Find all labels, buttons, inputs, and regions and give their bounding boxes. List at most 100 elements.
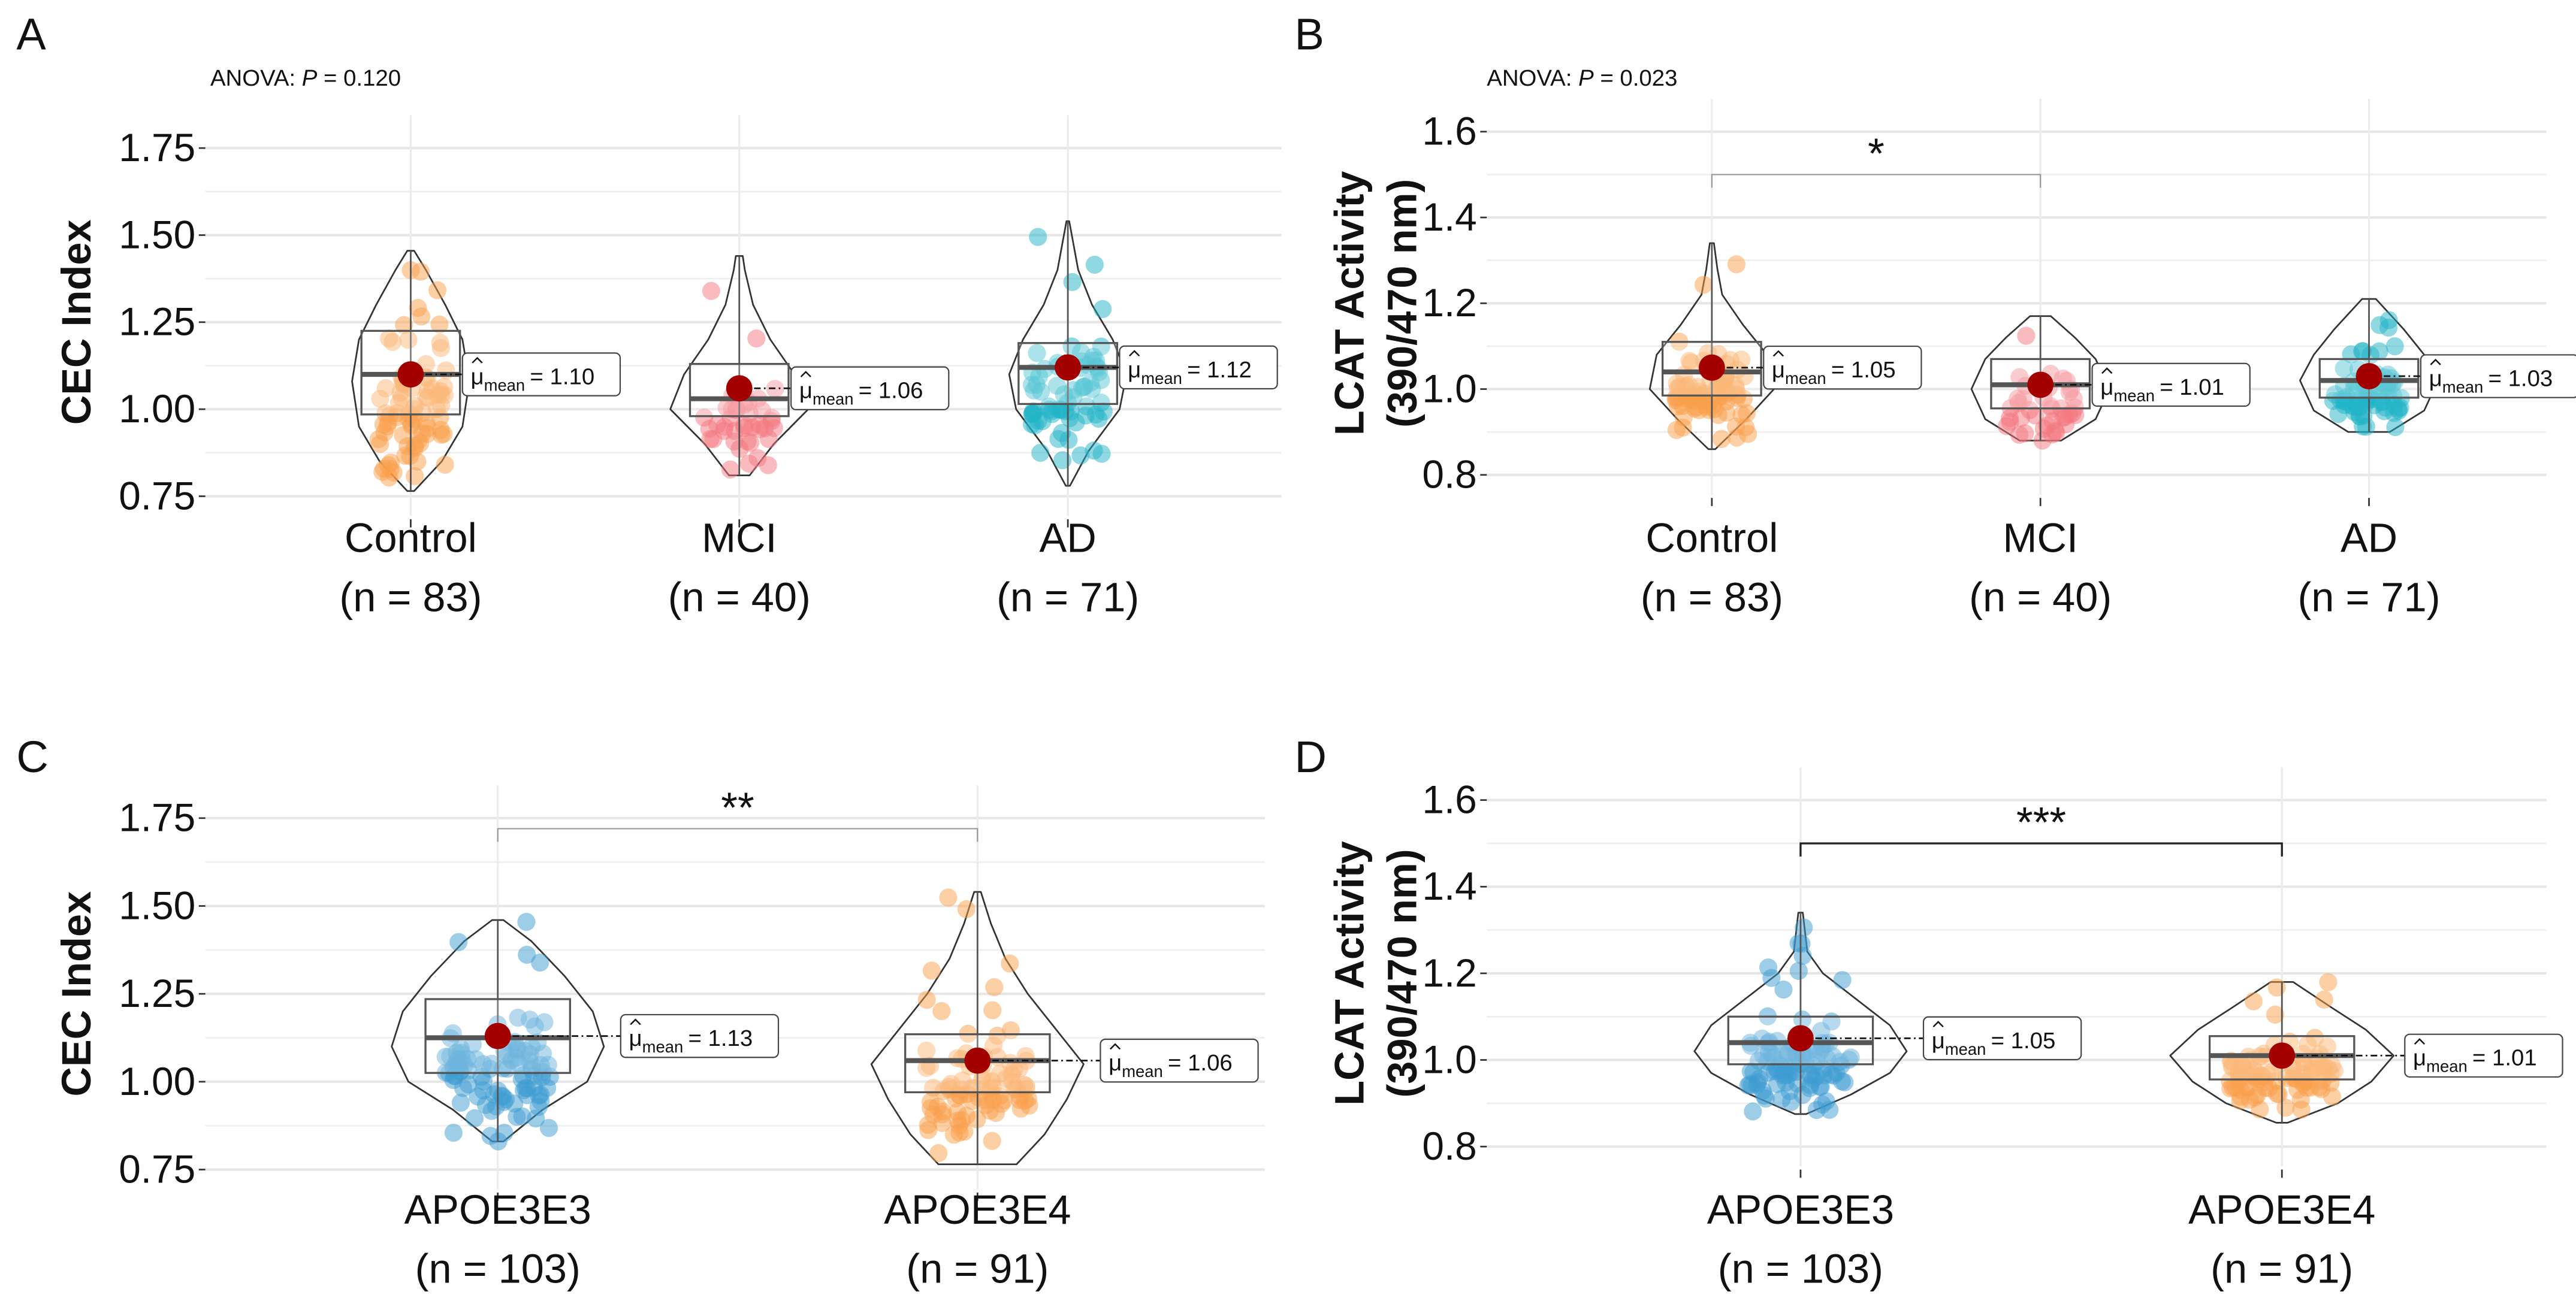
mean-label-box: [461, 352, 621, 397]
data-point: [1765, 1062, 1784, 1081]
data-point: [759, 456, 777, 474]
data-point: [408, 452, 427, 471]
mean-value: = 1.06: [1168, 1050, 1233, 1076]
data-point: [2056, 415, 2075, 434]
data-point: [1025, 403, 1043, 422]
data-point: [2390, 401, 2408, 420]
data-point: [1053, 451, 1072, 470]
x-tick-label: AD: [2341, 515, 2397, 561]
mean-value: = 1.01: [2472, 1045, 2537, 1071]
data-point: [535, 1013, 554, 1031]
data-point: [1741, 1075, 1759, 1093]
data-point: [2296, 1072, 2315, 1091]
violin: [1693, 912, 1908, 1115]
data-point: [1789, 961, 1808, 981]
data-point: [428, 281, 447, 299]
group-ad: μmean = 1.03 AD (n = 71): [2297, 298, 2576, 620]
data-point: [374, 415, 392, 434]
mean-symbol: μ: [1128, 357, 1141, 383]
data-point: [1089, 409, 1108, 428]
data-point: [957, 900, 976, 918]
data-point: [527, 1109, 545, 1128]
data-point: [517, 912, 536, 931]
y-tick-label: 1.25: [119, 299, 195, 344]
y-tick-label: 0.75: [119, 473, 195, 518]
y-tick-label: 1.50: [119, 883, 195, 927]
y-tick-label: 1.2: [1422, 951, 1476, 995]
y-tick-label: 1.4: [1422, 864, 1476, 908]
mean-point: [2027, 371, 2054, 398]
data-point: [474, 1055, 493, 1073]
data-point: [721, 460, 739, 479]
mean-label: μmean = 1.05: [1772, 357, 1896, 388]
mean-label-box: [790, 366, 950, 410]
mean-label: μmean = 1.01: [2413, 1045, 2537, 1076]
mean-label: μmean = 1.13: [629, 1025, 753, 1056]
mean-value: = 1.05: [1831, 357, 1896, 383]
y-tick-label: 1.4: [1422, 195, 1476, 239]
mean-label: μmean = 1.12: [1128, 357, 1252, 388]
mean-value: = 1.05: [1991, 1028, 2056, 1054]
mean-label: μmean = 1.06: [799, 378, 923, 409]
data-point: [1063, 273, 1082, 291]
y-tick-label: 1.0: [1422, 366, 1476, 410]
y-tick-label: 0.8: [1422, 452, 1476, 497]
x-tick-label: MCI: [2003, 515, 2078, 561]
data-point: [1831, 1057, 1850, 1075]
violin: [351, 250, 470, 492]
data-point: [2244, 992, 2263, 1011]
mean-subscript: mean: [2113, 386, 2155, 405]
mean-symbol: μ: [2100, 374, 2113, 400]
data-point: [1795, 918, 1813, 937]
mean-label-box: [2404, 1033, 2563, 1078]
data-point: [1721, 350, 1740, 370]
mean-symbol: μ: [799, 378, 813, 404]
mean-subscript: mean: [2442, 377, 2484, 396]
data-point: [539, 1119, 558, 1137]
mean-point: [964, 1047, 991, 1074]
data-point: [1728, 428, 1746, 447]
mean-value: = 1.03: [2489, 366, 2553, 392]
y-axis-title: (390/470 nm): [1379, 849, 1425, 1097]
mean-label-box: [1922, 1016, 2082, 1061]
data-point: [1728, 389, 1746, 407]
data-point: [2315, 990, 2333, 1009]
data-point: [1011, 1099, 1030, 1118]
data-point: [2292, 1100, 2311, 1119]
data-point: [1075, 377, 1094, 396]
x-tick-label: APOE3E4: [2188, 1187, 2375, 1233]
data-point: [451, 1093, 470, 1112]
mean-symbol: μ: [470, 364, 484, 389]
data-point: [702, 282, 720, 300]
significance-label: **: [721, 783, 754, 831]
x-n-label: (n = 103): [1718, 1246, 1883, 1292]
mean-hat-icon: [1129, 350, 1140, 357]
anova-annotation: ANOVA: P = 0.120: [210, 65, 401, 91]
data-point: [932, 1002, 951, 1021]
group-control: μmean = 1.05 Control (n = 83): [1641, 242, 1922, 620]
data-point: [2386, 418, 2405, 437]
anova-p: P: [302, 65, 318, 91]
mean-hat-icon: [1772, 350, 1784, 357]
data-point: [1067, 413, 1085, 432]
anova-prefix: ANOVA:: [210, 65, 302, 91]
mean-label: μmean = 1.06: [1109, 1050, 1233, 1081]
y-axis-title: CEC Index: [53, 891, 99, 1097]
data-point: [376, 379, 395, 398]
data-point: [985, 978, 1004, 997]
mean-subscript: mean: [484, 376, 526, 394]
significance-bracket: [1799, 842, 2283, 857]
mean-label-box: [2420, 354, 2576, 398]
mean-value: = 1.13: [688, 1025, 753, 1051]
mean-hat-icon: [630, 1018, 641, 1025]
data-point: [1793, 946, 1812, 965]
x-n-label: (n = 83): [1641, 574, 1783, 620]
mean-point: [1787, 1025, 1814, 1052]
x-n-label: (n = 40): [668, 574, 811, 620]
y-tick-label: 1.6: [1422, 109, 1476, 153]
data-point: [431, 338, 450, 358]
mean-hat-icon: [2101, 367, 2113, 374]
data-point: [1717, 403, 1736, 422]
data-point: [1028, 344, 1046, 362]
